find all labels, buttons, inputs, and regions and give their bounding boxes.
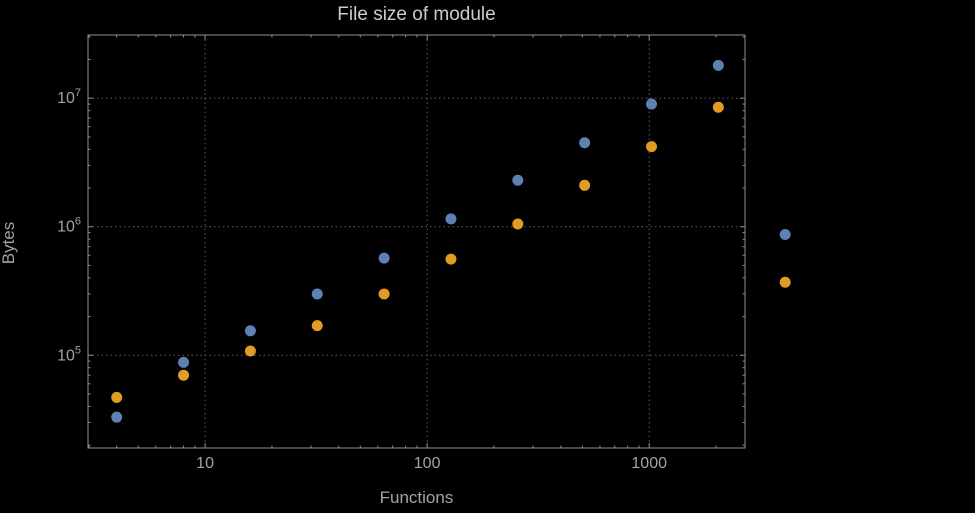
x-tick-label: 10	[196, 455, 214, 472]
data-point-series-1-blue	[111, 411, 123, 423]
data-point-series-2-orange	[579, 179, 591, 191]
y-axis-label: Bytes	[0, 221, 18, 265]
data-point-series-2-orange	[645, 141, 657, 153]
y-tick-label: 105	[57, 344, 81, 364]
data-point-series-1-blue	[712, 59, 724, 71]
data-point-series-1-blue	[445, 213, 457, 225]
data-point-series-2-orange	[311, 320, 323, 332]
data-point-series-2-orange	[111, 391, 123, 403]
data-point-series-2-orange	[445, 253, 457, 265]
x-axis-label: Functions	[379, 488, 454, 507]
data-point-series-2-orange	[378, 288, 390, 300]
data-point-series-2-orange	[712, 101, 724, 113]
data-point-series-1-blue	[311, 288, 323, 300]
data-point-series-1-blue	[512, 174, 524, 186]
data-point-series-1-blue	[178, 356, 190, 368]
data-point-series-1-blue	[579, 137, 591, 149]
data-point-series-1-blue	[378, 252, 390, 264]
y-tick-label: 107	[57, 87, 81, 107]
data-point-series-1-blue	[779, 228, 791, 240]
data-point-series-2-orange	[178, 369, 190, 381]
data-point-series-2-orange	[244, 345, 256, 357]
plot-frame	[87, 34, 746, 449]
y-tick-label: 106	[57, 216, 81, 236]
data-point-series-1-blue	[244, 325, 256, 337]
chart-title: File size of module	[337, 4, 496, 25]
data-point-series-2-orange	[512, 218, 524, 230]
data-point-series-1-blue	[645, 98, 657, 110]
data-point-series-2-orange	[779, 276, 791, 288]
x-tick-label: 1000	[631, 455, 667, 472]
x-tick-label: 100	[414, 455, 441, 472]
